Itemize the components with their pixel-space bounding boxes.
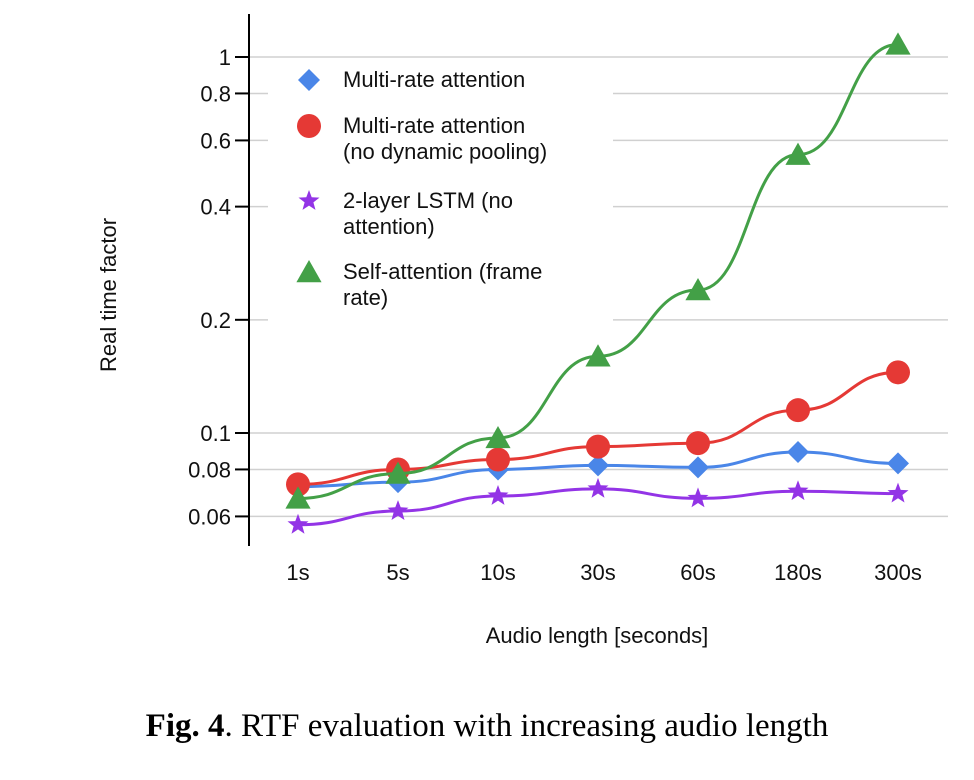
data-point: [687, 487, 709, 508]
x-axis-label: Audio length [seconds]: [486, 623, 709, 648]
data-point: [286, 472, 310, 497]
x-tick-label: 1s: [286, 560, 309, 585]
x-tick-label: 180s: [774, 560, 822, 585]
data-point: [586, 434, 610, 459]
data-point: [587, 454, 609, 477]
y-tick-label: 0.2: [200, 308, 231, 333]
data-point: [686, 431, 710, 456]
rtf-line-chart: 0.06 0.08 0.1 0.2 0.4 0.6 0.8 1 1s 5s 10s 30s 60s 18…: [96, 14, 948, 648]
series-line: [297, 487, 899, 527]
data-point: [487, 485, 509, 505]
data-point: [787, 441, 809, 464]
data-series: [285, 32, 911, 534]
y-tick-label: 1: [219, 45, 231, 70]
legend-entry-label: rate): [343, 285, 388, 310]
y-tick-label: 0.4: [200, 195, 231, 220]
y-axis-ticks: 0.06 0.08 0.1 0.2 0.4 0.6 0.8 1: [188, 45, 249, 529]
figure-caption-text: . RTF evaluation with increasing audio l…: [224, 708, 829, 744]
data-point: [786, 398, 810, 423]
legend-entry-label: Multi-rate attention: [343, 67, 525, 92]
x-tick-label: 30s: [580, 560, 615, 585]
data-point: [887, 452, 909, 475]
y-axis-label: Real time factor: [96, 218, 121, 372]
x-tick-label: 60s: [680, 560, 715, 585]
figure-caption: Fig. 4. RTF evaluation with increasing a…: [0, 708, 974, 745]
data-point: [787, 480, 809, 501]
x-tick-label: 300s: [874, 560, 922, 585]
series-2: [287, 477, 909, 534]
data-point: [585, 344, 611, 367]
legend-entry-label: Multi-rate attention: [343, 113, 525, 138]
legend-marker: [298, 69, 320, 91]
y-tick-label: 0.6: [200, 128, 231, 153]
data-point: [486, 447, 510, 472]
data-point: [685, 278, 711, 301]
data-point: [687, 456, 709, 479]
y-tick-label: 0.8: [200, 81, 231, 106]
y-tick-label: 0.08: [188, 457, 231, 482]
legend: Multi-rate attention Multi-rate attention…: [268, 62, 613, 330]
legend-entry-label: attention): [343, 214, 435, 239]
legend-entry-label: (no dynamic pooling): [343, 139, 547, 164]
data-point: [287, 513, 309, 534]
x-axis-ticks: 1s 5s 10s 30s 60s 180s 300s: [286, 560, 921, 585]
data-point: [385, 461, 411, 484]
x-tick-label: 10s: [480, 560, 515, 585]
legend-marker: [296, 260, 322, 283]
legend-background: [268, 62, 613, 330]
series-3: [285, 32, 911, 509]
x-tick-label: 5s: [386, 560, 409, 585]
y-tick-label: 0.06: [188, 504, 231, 529]
data-point: [485, 425, 511, 449]
legend-marker: [297, 114, 321, 138]
data-point: [785, 142, 811, 165]
legend-entry-label: 2-layer LSTM (no: [343, 188, 513, 213]
figure-caption-label: Fig. 4: [145, 708, 225, 744]
y-tick-label: 0.1: [200, 421, 231, 446]
data-point: [587, 477, 609, 498]
data-point: [387, 500, 409, 520]
legend-marker: [298, 190, 320, 210]
data-point: [887, 482, 909, 503]
data-point: [885, 32, 911, 55]
data-point: [886, 360, 910, 385]
legend-entry-label: Self-attention (frame: [343, 259, 542, 284]
data-point: [285, 486, 311, 509]
